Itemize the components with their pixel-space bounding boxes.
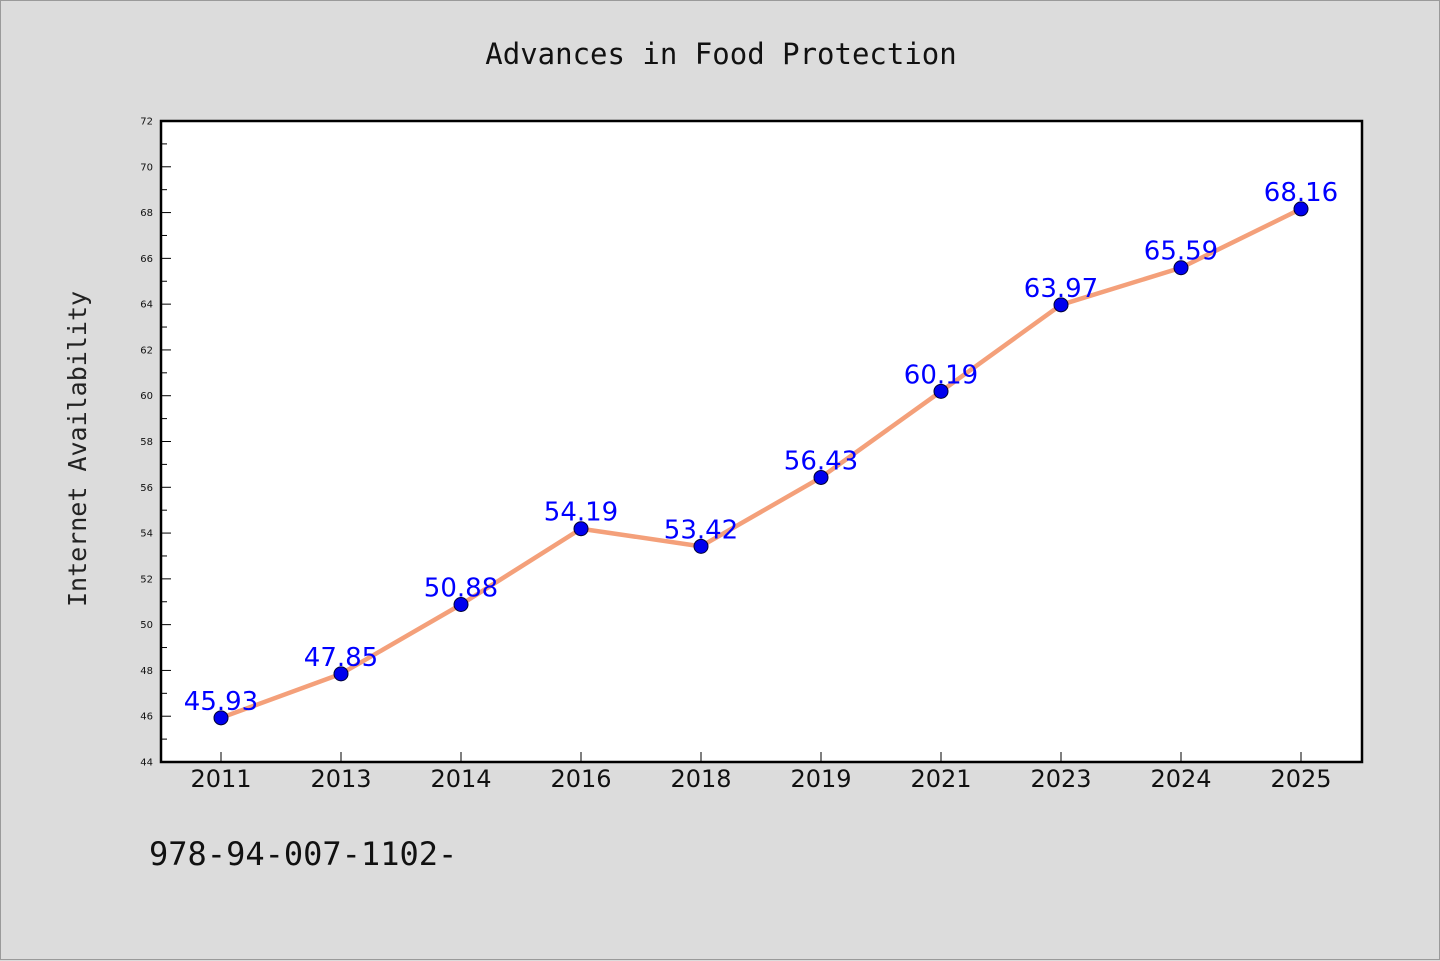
x-tick-label: 2021	[910, 765, 971, 793]
y-tick-label: 52	[140, 574, 153, 585]
y-tick-label: 58	[140, 437, 153, 448]
data-label: 54.19	[544, 498, 618, 528]
y-tick-label: 64	[140, 300, 153, 311]
x-tick-label: 2023	[1030, 765, 1091, 793]
y-axis-ticks: 44 46 48 50 52 54 56 58 60 62 64 66 68 70 72	[140, 117, 171, 769]
y-tick-label: 66	[140, 254, 153, 265]
y-tick-label: 54	[140, 529, 153, 540]
y-tick-label: 56	[140, 483, 153, 494]
data-label: 47.85	[304, 643, 378, 673]
y-tick-label: 70	[140, 162, 153, 173]
x-tick-label: 2016	[550, 765, 611, 793]
x-tick-label: 2024	[1150, 765, 1211, 793]
data-label: 68.16	[1264, 178, 1338, 208]
data-point[interactable]	[693, 538, 709, 554]
y-tick-label: 60	[140, 391, 153, 402]
data-label: 50.88	[424, 573, 498, 603]
x-tick-label: 2019	[790, 765, 851, 793]
data-label: 45.93	[184, 687, 258, 717]
data-point[interactable]	[813, 469, 829, 485]
y-tick-label: 46	[140, 712, 153, 723]
y-axis-label: Internet Availability	[63, 291, 92, 607]
data-label: 65.59	[1144, 237, 1218, 267]
data-label: 60.19	[904, 360, 978, 390]
x-axis-ticks: 2011 2013 2014 2016 2018 2019 2021 2023 2024 2025	[190, 752, 1332, 793]
data-point[interactable]	[1293, 201, 1309, 217]
x-tick-label: 2011	[190, 765, 251, 793]
data-point[interactable]	[573, 521, 589, 537]
data-label: 53.42	[664, 515, 738, 545]
data-point[interactable]	[333, 666, 349, 682]
x-tick-label: 2014	[430, 765, 491, 793]
y-tick-label: 44	[140, 758, 153, 769]
footer-isbn-text: 978-94-007-1102-	[149, 835, 457, 873]
data-point[interactable]	[1173, 260, 1189, 276]
data-label: 56.43	[784, 446, 858, 476]
data-markers	[213, 201, 1309, 726]
x-tick-label: 2025	[1270, 765, 1331, 793]
x-tick-label: 2013	[310, 765, 371, 793]
y-tick-label: 68	[140, 208, 153, 219]
plot-area	[159, 119, 1364, 764]
y-tick-label: 72	[140, 117, 153, 128]
data-point[interactable]	[1053, 297, 1069, 313]
data-point[interactable]	[213, 710, 229, 726]
series-line-group	[218, 206, 1304, 721]
data-point[interactable]	[933, 383, 949, 399]
y-tick-label: 48	[140, 666, 153, 677]
data-label: 63.97	[1024, 274, 1098, 304]
data-labels: 45.93 47.85 50.88 54.19 53.42 56.43 60.19 63.97…	[184, 178, 1338, 717]
series-line	[218, 206, 1304, 721]
y-tick-label: 62	[140, 345, 153, 356]
chart-title: Advances in Food Protection	[485, 37, 956, 71]
y-tick-label: 50	[140, 620, 153, 631]
data-point[interactable]	[453, 596, 469, 612]
x-tick-label: 2018	[670, 765, 731, 793]
